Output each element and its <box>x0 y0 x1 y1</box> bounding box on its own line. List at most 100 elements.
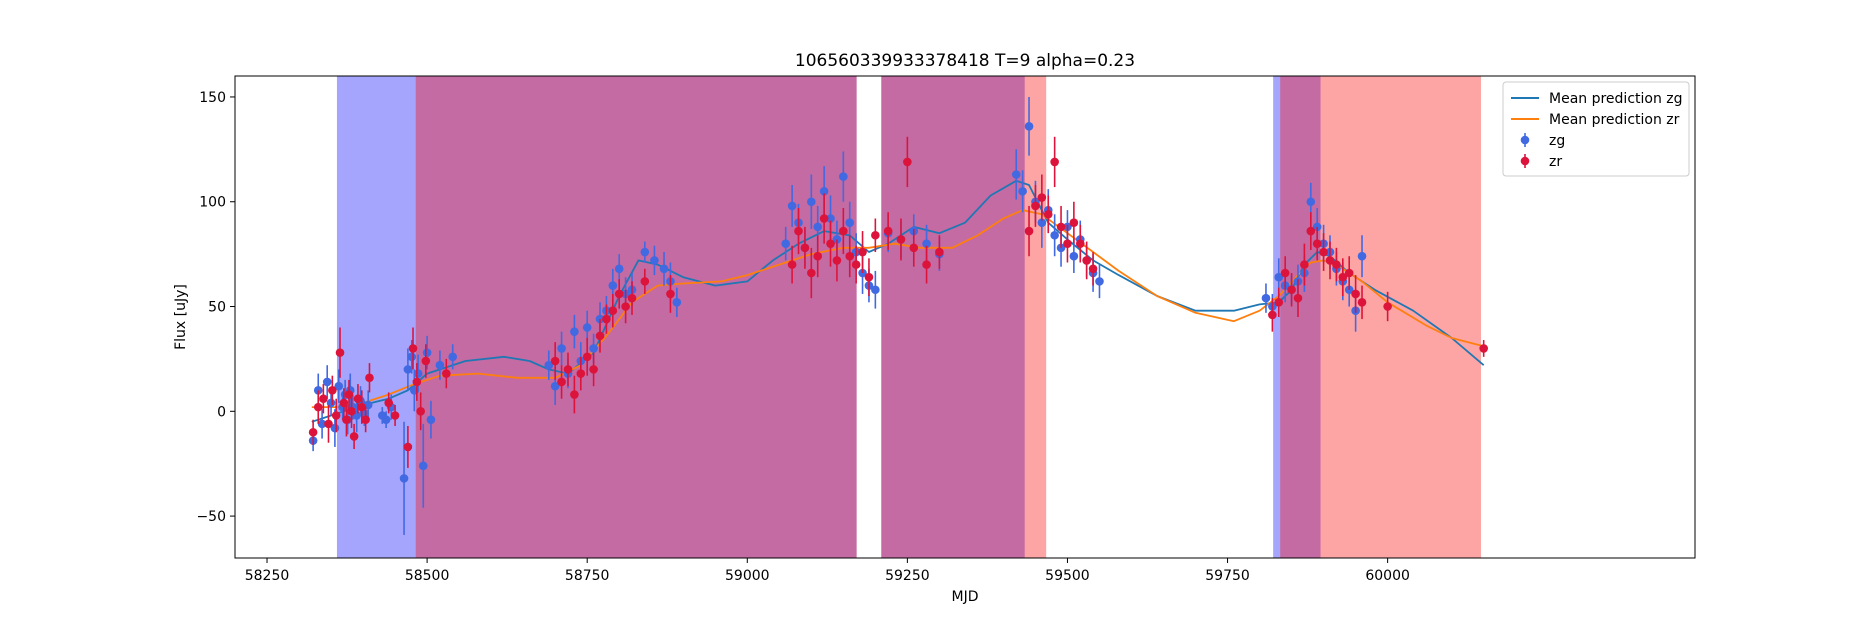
data-point-zg <box>650 256 659 265</box>
x-tick-label: 58500 <box>405 568 450 584</box>
legend-zr-line-label: Mean prediction zr <box>1549 112 1680 128</box>
data-point-zr <box>794 226 803 236</box>
data-point-zr <box>361 415 370 424</box>
data-point-zg <box>1069 251 1079 261</box>
chart-title: 106560339933378418 T=9 alpha=0.23 <box>795 51 1135 71</box>
shaded-region-red <box>1320 75 1481 559</box>
data-point-zr <box>1082 256 1091 265</box>
data-point-zr <box>896 235 906 244</box>
data-point-zg <box>1274 272 1284 282</box>
data-point-zg <box>435 360 445 370</box>
data-point-zg <box>570 327 579 336</box>
data-point-zr <box>347 407 356 416</box>
data-point-zg <box>422 348 432 357</box>
data-point-zr <box>832 256 842 265</box>
y-axis-ticks: −50 0 50 100 150 <box>196 90 235 525</box>
data-point-zg <box>839 172 848 181</box>
data-point-zr <box>883 226 893 236</box>
data-point-zr <box>903 157 912 167</box>
data-point-zg <box>448 352 458 362</box>
data-point-zr <box>308 427 318 437</box>
data-point-zr <box>851 260 861 269</box>
data-point-zr <box>1306 226 1316 236</box>
data-point-zr <box>412 377 422 387</box>
data-point-zr <box>640 277 650 286</box>
x-tick-label: 58250 <box>245 568 290 584</box>
x-axis-ticks: 58250 58500 58750 59000 59250 59500 59750 60000 <box>245 558 1410 584</box>
legend-zg-line-label: Mean prediction zg <box>1549 91 1683 107</box>
x-tick-label: 59500 <box>1045 568 1090 584</box>
data-point-zr <box>1325 256 1335 265</box>
y-tick-label: 150 <box>199 90 226 106</box>
data-point-zg <box>1261 293 1271 303</box>
data-point-zr <box>1056 222 1066 232</box>
legend-zg-points-label: zg <box>1549 133 1565 149</box>
shaded-region-overlap <box>1280 75 1322 559</box>
data-point-zg <box>399 474 409 483</box>
data-point-zg <box>659 264 669 274</box>
data-point-zr <box>787 260 797 269</box>
data-point-zr <box>365 373 374 383</box>
x-axis-title: MJD <box>952 589 979 605</box>
data-point-zg <box>1024 121 1034 131</box>
data-point-zr <box>819 214 829 223</box>
x-tick-label: 60000 <box>1365 568 1410 584</box>
data-point-zr <box>595 331 605 341</box>
data-point-zr <box>324 419 333 429</box>
data-point-zg <box>1050 230 1059 240</box>
data-point-zg <box>807 197 816 207</box>
data-point-zr <box>349 432 359 441</box>
data-point-zg <box>787 201 797 211</box>
x-tick-label: 58750 <box>565 568 610 584</box>
x-tick-label: 59750 <box>1205 568 1250 584</box>
data-point-zr <box>570 390 579 399</box>
legend-zg-points-swatch <box>1520 135 1530 145</box>
data-point-zg <box>582 323 592 332</box>
data-point-zg <box>826 214 835 223</box>
y-tick-label: 0 <box>217 404 226 420</box>
data-point-zr <box>858 247 867 257</box>
data-point-zg <box>781 239 791 248</box>
data-point-zr <box>1312 239 1322 248</box>
data-point-zg <box>403 365 413 374</box>
data-point-zg <box>858 268 867 278</box>
data-point-zr <box>602 314 611 324</box>
data-point-zg <box>426 415 436 424</box>
data-point-zr <box>845 251 855 261</box>
data-point-zr <box>800 243 810 253</box>
data-point-zr <box>1075 239 1085 248</box>
data-point-zr <box>313 402 323 412</box>
data-point-zr <box>614 289 624 299</box>
data-point-zr <box>627 293 637 303</box>
data-point-zr <box>1088 264 1098 274</box>
legend-zr-points-label: zr <box>1549 154 1562 170</box>
data-point-zg <box>322 377 332 387</box>
data-point-zg <box>544 360 554 370</box>
y-tick-label: 50 <box>208 300 226 316</box>
data-point-zr <box>442 369 451 378</box>
data-point-zr <box>328 386 337 395</box>
shaded-region-overlap <box>881 75 1026 559</box>
data-point-zr <box>353 394 363 404</box>
data-point-zg <box>614 264 624 274</box>
x-tick-label: 59250 <box>885 568 930 584</box>
data-point-zg <box>672 298 682 307</box>
data-point-zg <box>1306 197 1316 207</box>
data-point-zr <box>357 402 367 412</box>
data-point-zr <box>813 251 823 261</box>
data-point-zr <box>1293 293 1303 303</box>
y-tick-label: 100 <box>199 195 226 211</box>
data-point-zr <box>403 442 413 452</box>
data-point-zg <box>1357 251 1367 261</box>
data-points <box>308 96 1488 535</box>
data-point-zr <box>864 272 874 282</box>
legend-box <box>1502 81 1690 177</box>
data-point-zr <box>1069 218 1079 227</box>
data-point-zr <box>621 302 630 311</box>
data-point-zr <box>1063 239 1072 248</box>
shaded-regions <box>336 75 1481 559</box>
data-point-zr <box>666 289 675 299</box>
data-point-zg <box>608 281 618 290</box>
y-axis-title: Flux [uJy] <box>173 284 189 350</box>
